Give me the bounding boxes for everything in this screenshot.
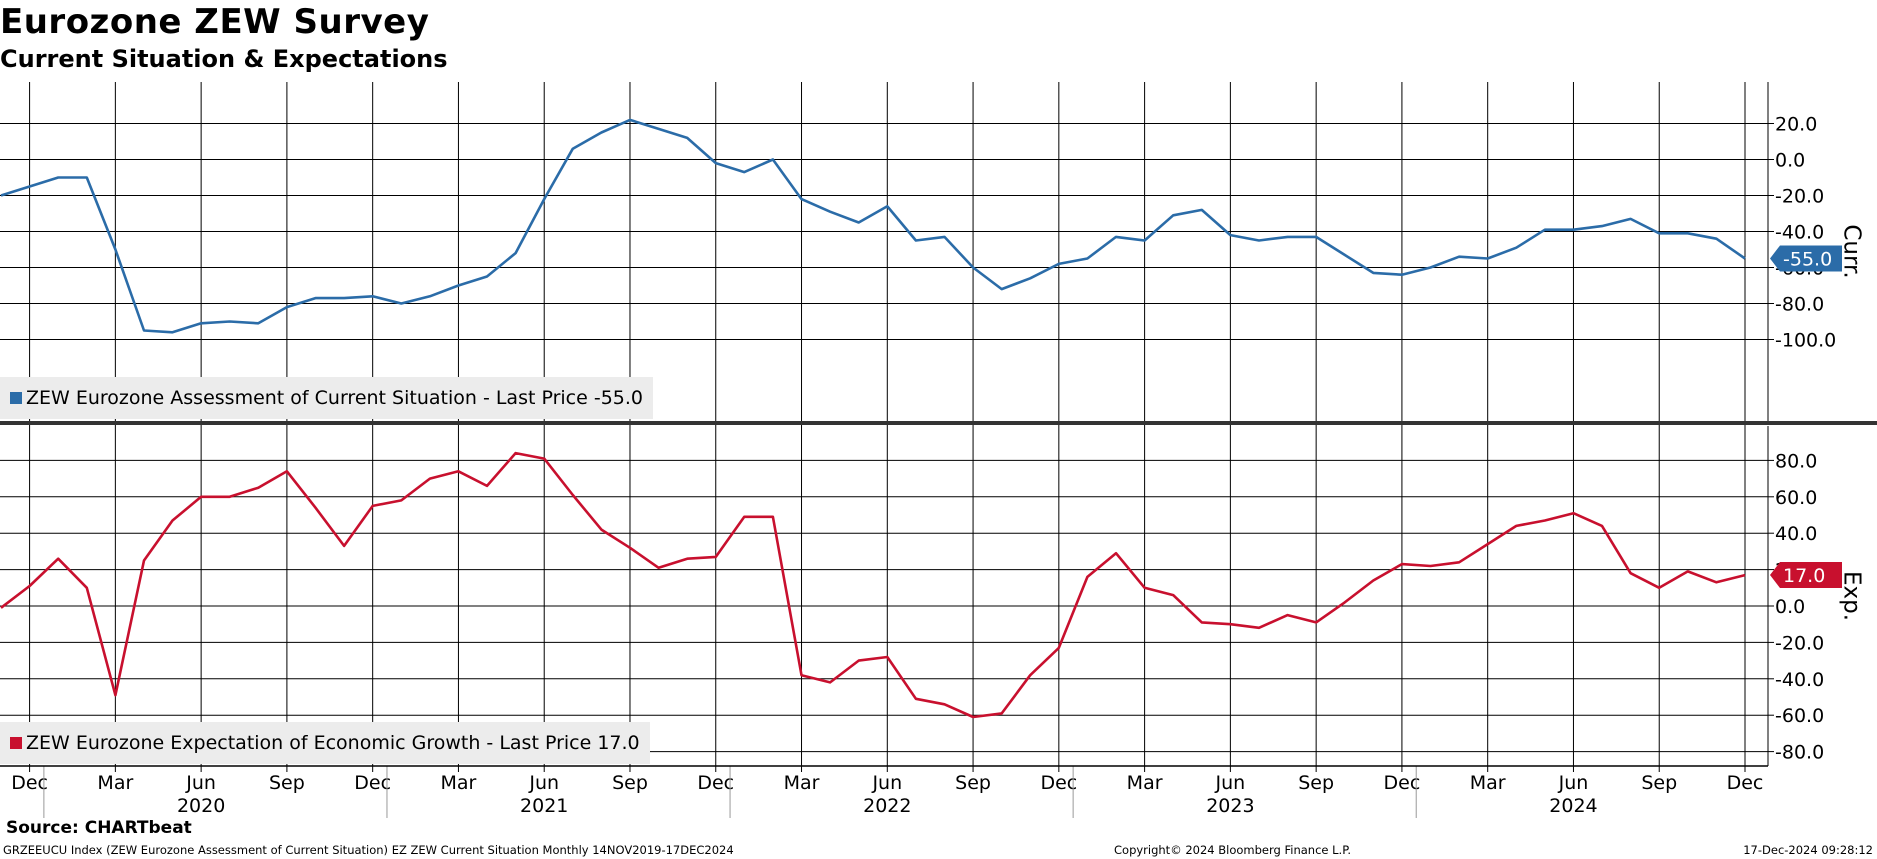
- chart-subtitle: Current Situation & Expectations: [0, 45, 448, 73]
- x-tick-label: Mar: [784, 772, 820, 794]
- y-tick-label: -20.0: [1775, 632, 1824, 654]
- series-line: [0, 451, 1746, 719]
- x-year-label: 2023: [1206, 795, 1254, 817]
- legend-current-situation: ZEW Eurozone Assessment of Current Situa…: [0, 377, 654, 419]
- x-tick-label: Jun: [185, 772, 216, 794]
- x-tick-label: Dec: [354, 772, 391, 794]
- legend-swatch-expectations: [10, 737, 22, 749]
- last-price-tag: [1770, 562, 1842, 589]
- x-tick-label: Sep: [1641, 772, 1677, 794]
- y-tick-label: 60.0: [1775, 487, 1817, 509]
- legend-label-current: ZEW Eurozone Assessment of Current Situa…: [26, 387, 644, 409]
- legend-expectations: ZEW Eurozone Expectation of Economic Gro…: [0, 722, 650, 764]
- x-tick-label: Jun: [1558, 772, 1589, 794]
- legend-label-expectations: ZEW Eurozone Expectation of Economic Gro…: [26, 732, 640, 754]
- copyright: Copyright© 2024 Bloomberg Finance L.P.: [1114, 843, 1351, 857]
- y-tick-label: -80.0: [1775, 742, 1824, 764]
- chart-title: Eurozone ZEW Survey: [0, 2, 430, 42]
- timestamp: 17-Dec-2024 09:28:12: [1743, 843, 1873, 857]
- x-tick-label: Dec: [11, 772, 48, 794]
- axis-title: Exp.: [1839, 571, 1865, 621]
- x-tick-label: Sep: [269, 772, 305, 794]
- y-tick-label: 40.0: [1775, 523, 1817, 545]
- x-year-label: 2022: [863, 795, 911, 817]
- x-tick-label: Sep: [955, 772, 991, 794]
- y-tick-label: 20.0: [1775, 114, 1817, 136]
- x-tick-label: Dec: [1727, 772, 1764, 794]
- y-tick-label: -40.0: [1775, 222, 1824, 244]
- y-tick-label: 0.0: [1775, 150, 1805, 172]
- last-price-tag: [1770, 245, 1842, 272]
- x-tick-label: Mar: [1470, 772, 1506, 794]
- x-tick-label: Mar: [97, 772, 133, 794]
- y-tick-label: -20.0: [1775, 186, 1824, 208]
- x-tick-label: Mar: [441, 772, 477, 794]
- x-tick-label: Mar: [1127, 772, 1163, 794]
- source-label: Source: CHARTbeat: [6, 818, 192, 838]
- y-tick-label: 0.0: [1775, 596, 1805, 618]
- last-price-label: -55.0: [1783, 249, 1832, 271]
- x-tick-label: Sep: [612, 772, 648, 794]
- x-tick-label: Jun: [528, 772, 559, 794]
- x-year-label: 2024: [1549, 795, 1597, 817]
- axis-title: Curr.: [1839, 224, 1865, 278]
- panel-separator: [0, 421, 1877, 425]
- x-tick-label: Dec: [697, 772, 734, 794]
- legend-swatch-current: [10, 392, 22, 404]
- y-tick-label: -40.0: [1775, 669, 1824, 691]
- y-tick-label: -60.0: [1775, 705, 1824, 727]
- last-price-label: 17.0: [1783, 565, 1825, 587]
- y-tick-label: -80.0: [1775, 294, 1824, 316]
- series-line: [0, 118, 1746, 334]
- y-tick-label: -100.0: [1775, 330, 1836, 352]
- x-tick-label: Sep: [1298, 772, 1334, 794]
- x-tick-label: Dec: [1384, 772, 1421, 794]
- x-year-label: 2020: [177, 795, 225, 817]
- x-tick-label: Dec: [1040, 772, 1077, 794]
- x-year-label: 2021: [520, 795, 568, 817]
- x-tick-label: Jun: [871, 772, 902, 794]
- y-tick-label: 80.0: [1775, 450, 1817, 472]
- x-tick-label: Jun: [1215, 772, 1246, 794]
- ticker-line: GRZEEUCU Index (ZEW Eurozone Assessment …: [3, 843, 734, 857]
